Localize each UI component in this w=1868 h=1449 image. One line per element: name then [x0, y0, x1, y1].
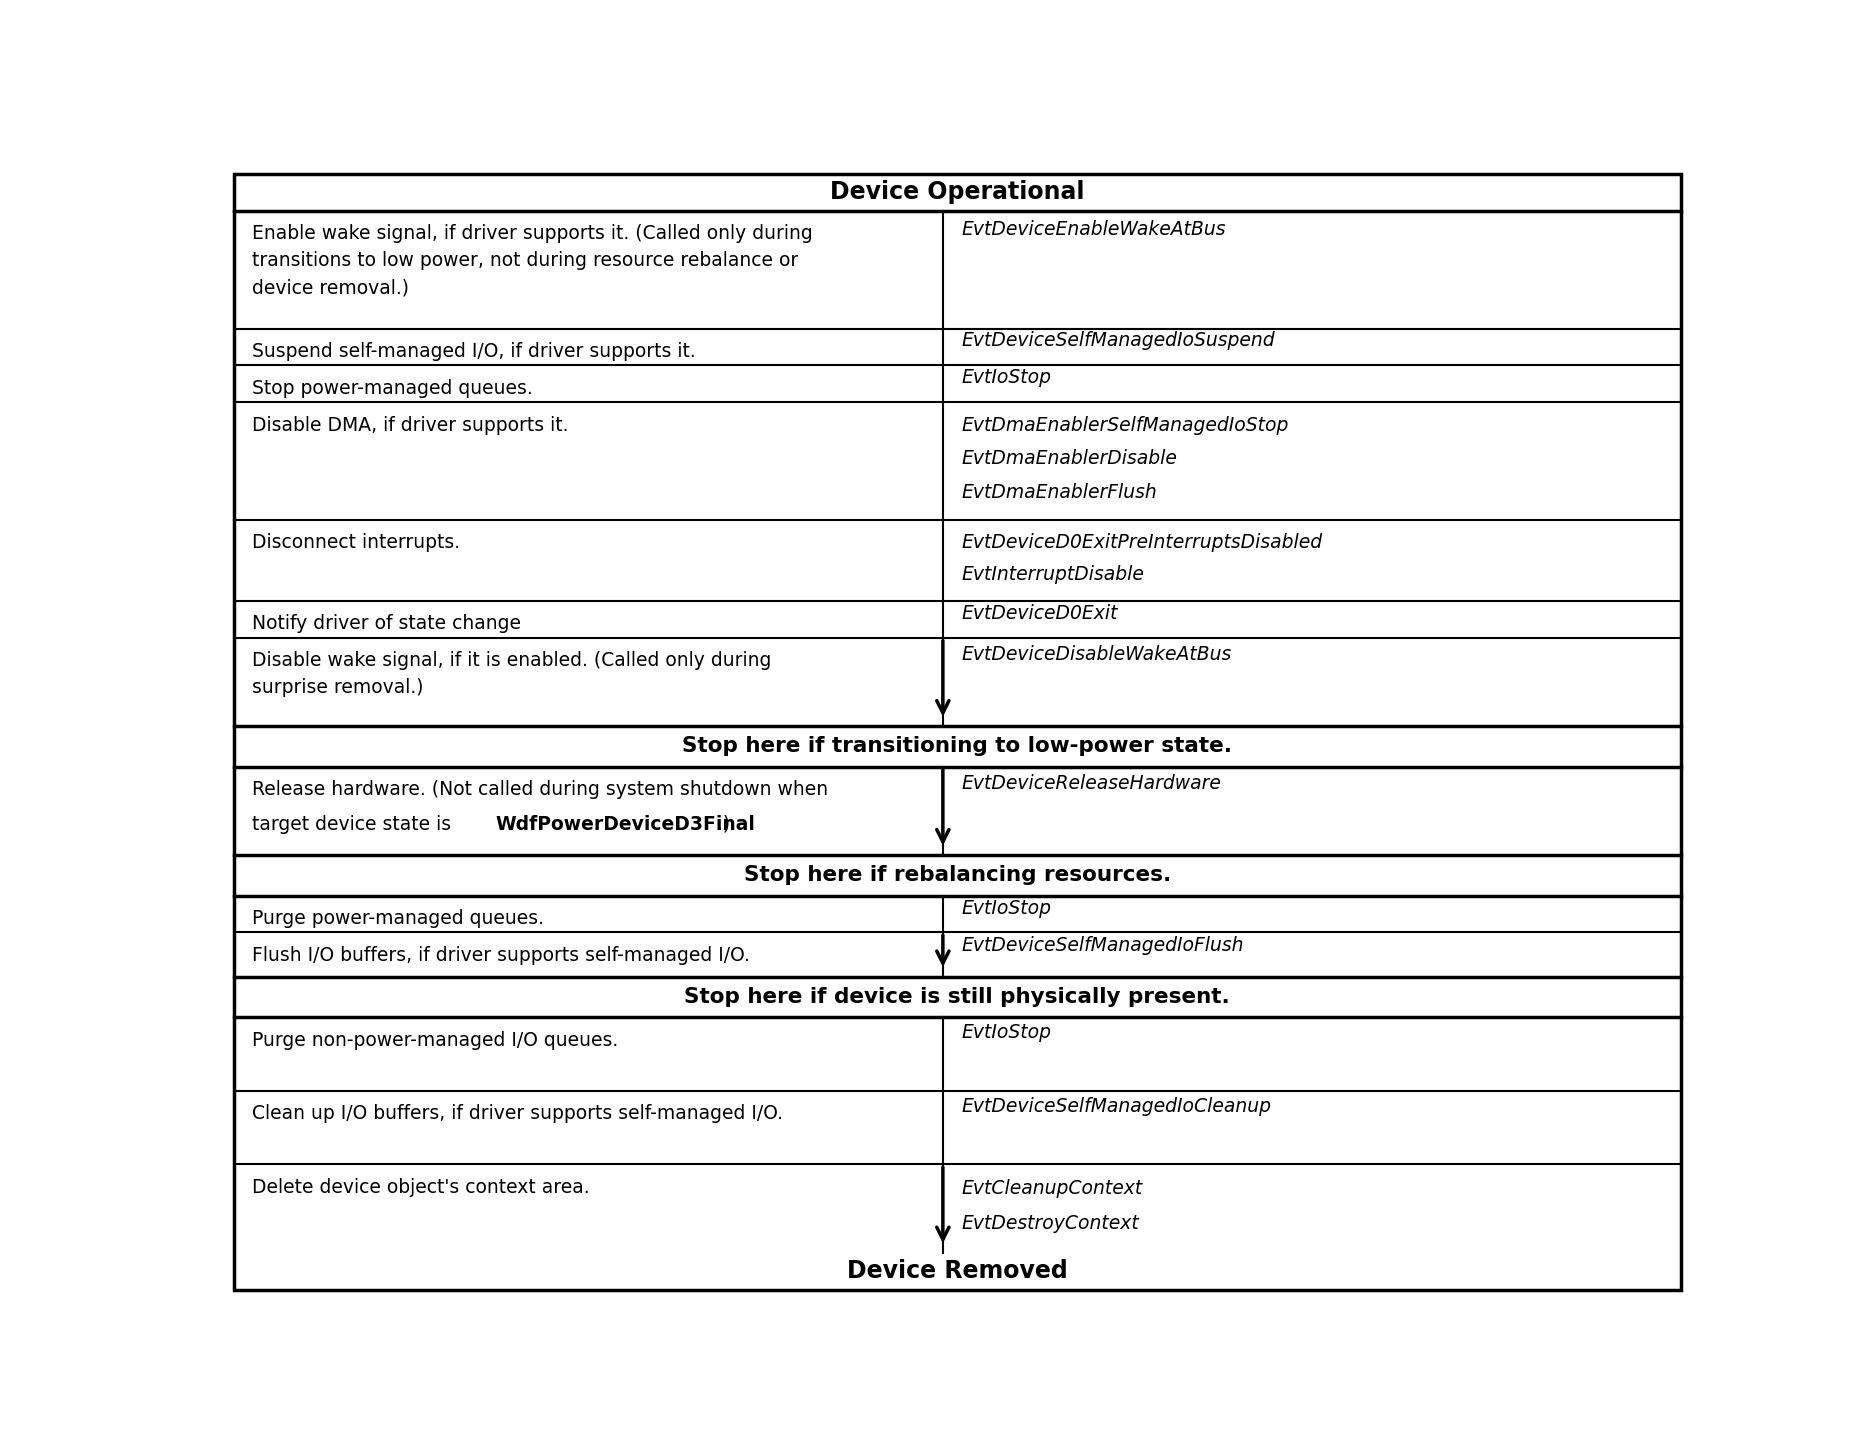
- Text: EvtDmaEnablerDisable: EvtDmaEnablerDisable: [962, 449, 1177, 468]
- Text: Flush I/O buffers, if driver supports self-managed I/O.: Flush I/O buffers, if driver supports se…: [252, 946, 751, 965]
- Text: Disable DMA, if driver supports it.: Disable DMA, if driver supports it.: [252, 416, 570, 435]
- Text: WdfPowerDeviceD3Final: WdfPowerDeviceD3Final: [495, 814, 755, 833]
- Text: Stop here if device is still physically present.: Stop here if device is still physically …: [684, 987, 1231, 1007]
- Text: EvtDmaEnablerFlush: EvtDmaEnablerFlush: [962, 483, 1158, 501]
- Text: EvtDmaEnablerSelfManagedIoStop: EvtDmaEnablerSelfManagedIoStop: [962, 416, 1289, 435]
- Text: Stop here if rebalancing resources.: Stop here if rebalancing resources.: [743, 865, 1171, 885]
- Text: Stop power-managed queues.: Stop power-managed queues.: [252, 378, 532, 397]
- Text: Clean up I/O buffers, if driver supports self-managed I/O.: Clean up I/O buffers, if driver supports…: [252, 1104, 783, 1123]
- Text: Purge power-managed queues.: Purge power-managed queues.: [252, 909, 544, 927]
- Text: Purge non-power-managed I/O queues.: Purge non-power-managed I/O queues.: [252, 1030, 618, 1049]
- Text: Device Operational: Device Operational: [829, 180, 1085, 204]
- Text: EvtDestroyContext: EvtDestroyContext: [962, 1214, 1139, 1233]
- Text: Disconnect interrupts.: Disconnect interrupts.: [252, 533, 460, 552]
- Text: EvtIoStop: EvtIoStop: [962, 898, 1052, 917]
- Text: EvtIoStop: EvtIoStop: [962, 368, 1052, 387]
- Text: EvtCleanupContext: EvtCleanupContext: [962, 1178, 1143, 1197]
- Text: Stop here if transitioning to low-power state.: Stop here if transitioning to low-power …: [682, 736, 1233, 756]
- Text: EvtDeviceSelfManagedIoSuspend: EvtDeviceSelfManagedIoSuspend: [962, 332, 1276, 351]
- Text: target device state is: target device state is: [252, 814, 458, 833]
- Text: EvtInterruptDisable: EvtInterruptDisable: [962, 565, 1145, 584]
- Text: Enable wake signal, if driver supports it. (Called only during
transitions to lo: Enable wake signal, if driver supports i…: [252, 225, 813, 297]
- Text: EvtDeviceD0Exit: EvtDeviceD0Exit: [962, 604, 1119, 623]
- Text: Disable wake signal, if it is enabled. (Called only during
surprise removal.): Disable wake signal, if it is enabled. (…: [252, 651, 771, 697]
- Text: EvtDeviceSelfManagedIoFlush: EvtDeviceSelfManagedIoFlush: [962, 936, 1244, 955]
- Text: Device Removed: Device Removed: [846, 1259, 1068, 1284]
- Text: Notify driver of state change: Notify driver of state change: [252, 614, 521, 633]
- Text: EvtDeviceSelfManagedIoCleanup: EvtDeviceSelfManagedIoCleanup: [962, 1097, 1272, 1116]
- Text: EvtDeviceReleaseHardware: EvtDeviceReleaseHardware: [962, 774, 1222, 793]
- Text: EvtDeviceEnableWakeAtBus: EvtDeviceEnableWakeAtBus: [962, 220, 1225, 239]
- Text: .): .): [717, 814, 730, 833]
- Text: Suspend self-managed I/O, if driver supports it.: Suspend self-managed I/O, if driver supp…: [252, 342, 697, 361]
- Text: Release hardware. (Not called during system shutdown when: Release hardware. (Not called during sys…: [252, 780, 828, 798]
- Text: EvtDeviceDisableWakeAtBus: EvtDeviceDisableWakeAtBus: [962, 645, 1231, 664]
- Text: EvtDeviceD0ExitPreInterruptsDisabled: EvtDeviceD0ExitPreInterruptsDisabled: [962, 533, 1323, 552]
- Text: EvtIoStop: EvtIoStop: [962, 1023, 1052, 1042]
- Text: Delete device object's context area.: Delete device object's context area.: [252, 1178, 590, 1197]
